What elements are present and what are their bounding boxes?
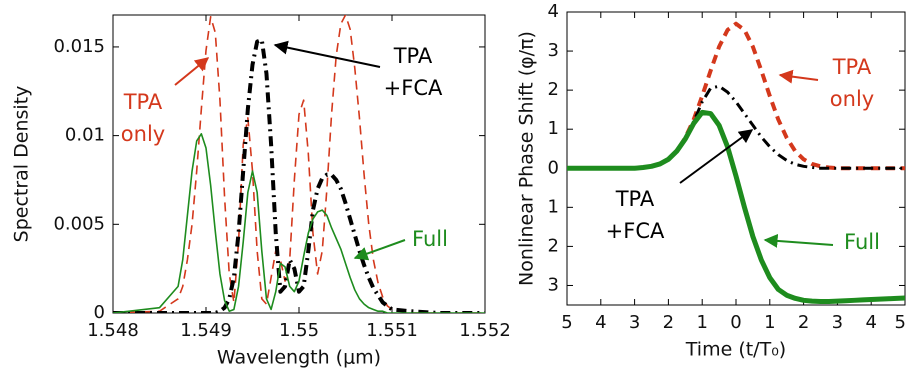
y-tick-label: 0.005 <box>53 213 105 234</box>
y-axis-label: Nonlinear Phase Shift (φ/π) <box>516 31 538 286</box>
x-tick-label: 1.551 <box>366 320 418 341</box>
annotation: Full <box>412 227 448 251</box>
x-tick-label: 1.55 <box>279 320 319 341</box>
x-tick-label: 3 <box>629 312 640 333</box>
y-tick-label: 2 <box>548 235 559 256</box>
annotation-arrow <box>778 69 819 84</box>
annotation: +FCA <box>606 219 665 243</box>
y-tick-label: 0 <box>94 302 105 323</box>
annotation: TPA <box>615 187 655 211</box>
x-tick-label: 2 <box>798 312 809 333</box>
x-tick-label: 1.549 <box>180 320 232 341</box>
x-tick-label: 1.552 <box>459 320 511 341</box>
x-tick-label: 5 <box>561 312 572 333</box>
y-tick-label: 3 <box>548 40 559 61</box>
y-axis-label: Spectral Density <box>11 86 33 243</box>
x-tick-label: 1.548 <box>87 320 139 341</box>
annotation-arrow <box>679 129 754 184</box>
annotation: Full <box>844 230 880 254</box>
annotation-arrow <box>174 57 210 86</box>
annotation: TPA <box>832 55 872 79</box>
x-axis-label: Time (t/T₀) <box>685 339 786 361</box>
x-tick-label: 3 <box>832 312 843 333</box>
y-tick-label: 2 <box>548 79 559 100</box>
x-tick-label: 4 <box>595 312 606 333</box>
series-line <box>113 133 485 313</box>
annotation-arrow <box>273 40 381 68</box>
annotation: TPA <box>393 44 433 68</box>
y-tick-label: 0.015 <box>53 36 105 57</box>
x-tick-label: 4 <box>865 312 876 333</box>
x-tick-label: 0 <box>730 312 741 333</box>
x-tick-label: 1 <box>696 312 707 333</box>
annotation: only <box>121 122 165 146</box>
x-tick-label: 1 <box>764 312 775 333</box>
y-tick-label: 0 <box>548 157 559 178</box>
y-tick-label: 4 <box>548 1 559 22</box>
series-line <box>567 84 905 170</box>
annotation-arrow <box>763 233 834 248</box>
y-tick-label: 3 <box>548 274 559 295</box>
x-tick-label: 2 <box>663 312 674 333</box>
annotation: only <box>830 87 874 111</box>
annotation: TPA <box>123 90 163 114</box>
annotation-arrow <box>353 239 406 261</box>
x-tick-label: 5 <box>895 312 906 333</box>
series-line <box>567 109 905 304</box>
y-tick-label: 1 <box>548 196 559 217</box>
annotation: +FCA <box>384 76 443 100</box>
series-line <box>113 37 485 313</box>
y-tick-label: 0.01 <box>65 125 105 146</box>
y-tick-label: 1 <box>548 118 559 139</box>
x-axis-label: Wavelength (μm) <box>217 347 381 369</box>
